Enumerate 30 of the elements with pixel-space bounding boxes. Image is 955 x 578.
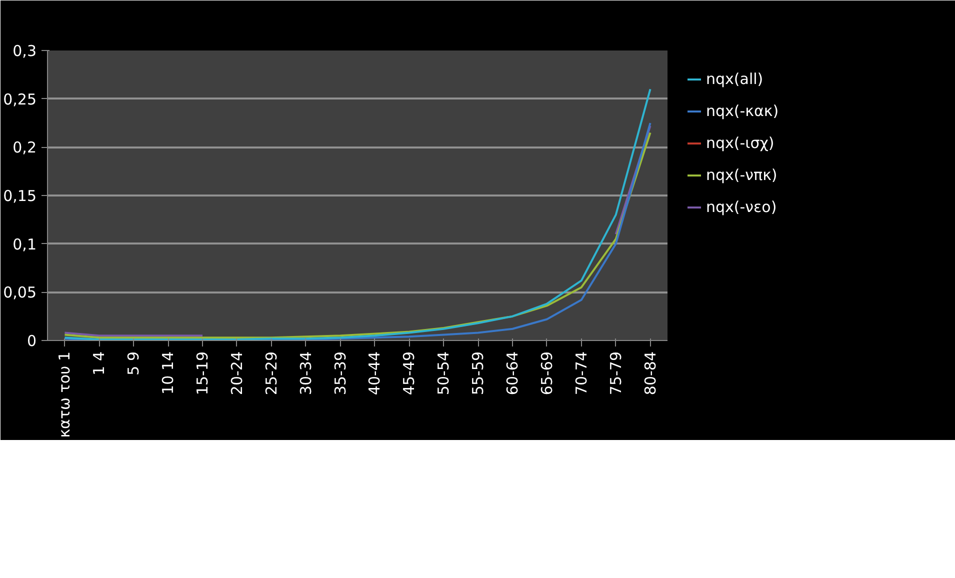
- y-tick-label: 0,3: [12, 42, 37, 60]
- y-tick-label: 0,25: [3, 90, 37, 108]
- x-tick-label: 75-79: [606, 351, 625, 396]
- x-tick-label: 25-29: [262, 351, 280, 396]
- x-tick-label: 5 9: [124, 351, 143, 376]
- legend-label: nqx(-ισχ): [706, 134, 774, 152]
- x-tick-label: 1 4: [90, 351, 108, 376]
- x-tick-label: 10 14: [159, 351, 178, 394]
- y-tick-label: 0: [26, 332, 37, 350]
- y-tick-label: 0,1: [12, 235, 37, 254]
- x-tick-label: 30-34: [296, 351, 315, 396]
- x-tick-label: 60-64: [504, 351, 522, 396]
- x-tick-label: 55-59: [469, 351, 488, 396]
- x-tick-label: κατω του 1: [56, 351, 74, 438]
- x-tick-label: 20-24: [228, 351, 246, 396]
- x-tick-label: 80-84: [641, 351, 660, 396]
- x-tick-label: 40-44: [366, 351, 384, 396]
- x-tick-label: 15-19: [194, 351, 212, 396]
- legend-label: nqx(-κακ): [706, 102, 779, 120]
- x-tick-label: 65-69: [538, 351, 556, 396]
- x-tick-label: 70-74: [572, 351, 590, 396]
- x-tick-label: 50-54: [434, 351, 453, 396]
- legend-label: nqx(-νεο): [706, 198, 777, 216]
- y-tick-label: 0,15: [3, 187, 37, 205]
- legend-label: nqx(all): [706, 70, 764, 88]
- legend-label: nqx(-νπκ): [706, 166, 778, 184]
- y-tick-label: 0,2: [12, 138, 37, 157]
- x-tick-label: 45-49: [400, 351, 418, 396]
- x-tick-label: 35-39: [331, 351, 350, 396]
- y-tick-label: 0,05: [3, 284, 37, 302]
